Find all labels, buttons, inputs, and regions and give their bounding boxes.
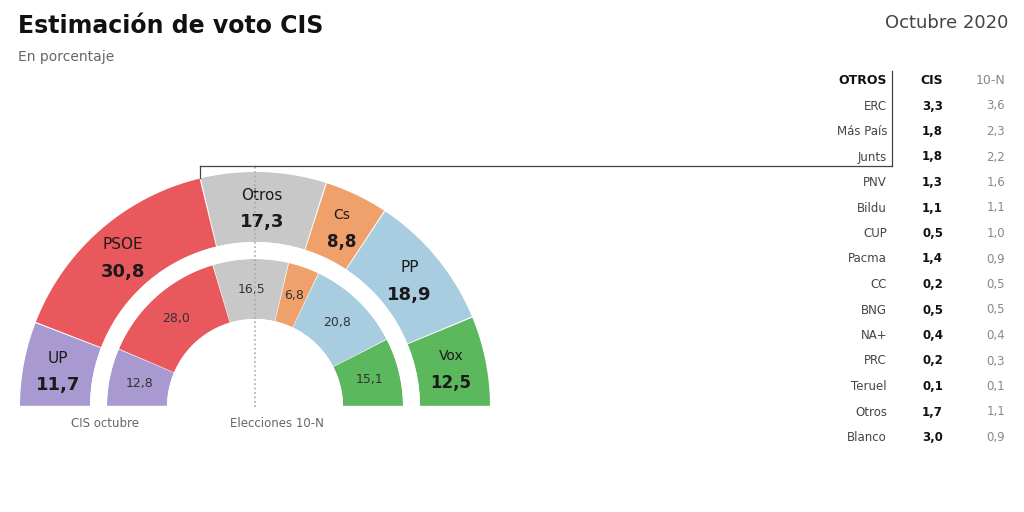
Text: 28,0: 28,0: [163, 312, 190, 326]
Text: 0,5: 0,5: [986, 304, 1005, 316]
Text: 1,8: 1,8: [922, 151, 943, 163]
Text: 0,1: 0,1: [986, 380, 1005, 393]
Polygon shape: [408, 317, 490, 407]
Text: UP: UP: [48, 351, 69, 366]
Text: 1,3: 1,3: [923, 176, 943, 189]
Text: 3,3: 3,3: [923, 99, 943, 113]
Text: 0,4: 0,4: [986, 329, 1005, 342]
Text: Estimación de voto CIS: Estimación de voto CIS: [18, 14, 324, 38]
Text: 15,1: 15,1: [355, 373, 384, 386]
Text: 30,8: 30,8: [101, 263, 145, 281]
Text: 8,8: 8,8: [327, 232, 356, 250]
Polygon shape: [275, 263, 318, 327]
Text: Más País: Más País: [837, 125, 887, 138]
Text: Pacma: Pacma: [848, 252, 887, 266]
Text: NA+: NA+: [860, 329, 887, 342]
Text: 16,5: 16,5: [238, 283, 265, 295]
Polygon shape: [201, 172, 326, 250]
Text: 6,8: 6,8: [284, 289, 304, 302]
Text: 0,9: 0,9: [986, 252, 1005, 266]
Text: 0,3: 0,3: [986, 354, 1005, 368]
Text: 0,5: 0,5: [922, 227, 943, 240]
Text: Otros: Otros: [242, 187, 283, 203]
Text: 0,5: 0,5: [922, 304, 943, 316]
Text: CUP: CUP: [863, 227, 887, 240]
Polygon shape: [90, 242, 420, 407]
Text: PRC: PRC: [864, 354, 887, 368]
Text: Junts: Junts: [858, 151, 887, 163]
Text: 17,3: 17,3: [240, 213, 285, 231]
Polygon shape: [346, 211, 472, 344]
Polygon shape: [106, 349, 174, 407]
Polygon shape: [36, 179, 216, 347]
Text: 11,7: 11,7: [36, 376, 81, 394]
Text: En porcentaje: En porcentaje: [18, 50, 115, 64]
Text: ERC: ERC: [864, 99, 887, 113]
Text: 1,8: 1,8: [922, 125, 943, 138]
Text: Bildu: Bildu: [857, 202, 887, 215]
Text: Octubre 2020: Octubre 2020: [885, 14, 1008, 32]
Text: 1,0: 1,0: [986, 227, 1005, 240]
Text: 3,0: 3,0: [923, 431, 943, 444]
Text: 0,9: 0,9: [986, 431, 1005, 444]
Text: 1,1: 1,1: [986, 406, 1005, 418]
Text: 1,4: 1,4: [922, 252, 943, 266]
Text: 18,9: 18,9: [387, 286, 431, 304]
Polygon shape: [305, 183, 384, 269]
Text: 1,1: 1,1: [986, 202, 1005, 215]
Text: 20,8: 20,8: [324, 316, 351, 329]
Text: 2,2: 2,2: [986, 151, 1005, 163]
Text: Blanco: Blanco: [847, 431, 887, 444]
Text: 1,1: 1,1: [923, 202, 943, 215]
Text: OTROS: OTROS: [839, 74, 887, 87]
Text: PSOE: PSOE: [102, 237, 143, 252]
Polygon shape: [20, 323, 101, 407]
Text: Vox: Vox: [438, 349, 464, 363]
Text: Otros: Otros: [855, 406, 887, 418]
Text: 12,8: 12,8: [126, 377, 154, 390]
Text: 2,3: 2,3: [986, 125, 1005, 138]
Text: 10-N: 10-N: [975, 74, 1005, 87]
Text: CIS: CIS: [921, 74, 943, 87]
Text: 0,2: 0,2: [923, 354, 943, 368]
Text: Teruel: Teruel: [851, 380, 887, 393]
Polygon shape: [334, 340, 403, 407]
Polygon shape: [167, 319, 343, 407]
Polygon shape: [213, 259, 289, 323]
Text: CIS octubre: CIS octubre: [71, 417, 139, 430]
Text: PNV: PNV: [863, 176, 887, 189]
Text: 0,1: 0,1: [923, 380, 943, 393]
Text: 1,6: 1,6: [986, 176, 1005, 189]
Text: 12,5: 12,5: [431, 374, 472, 392]
Polygon shape: [10, 406, 500, 457]
Text: 3,6: 3,6: [986, 99, 1005, 113]
Text: Elecciones 10-N: Elecciones 10-N: [230, 417, 324, 430]
Text: 1,7: 1,7: [923, 406, 943, 418]
Text: Cs: Cs: [333, 207, 350, 222]
Text: 0,4: 0,4: [922, 329, 943, 342]
Polygon shape: [293, 273, 386, 367]
Text: 0,2: 0,2: [923, 278, 943, 291]
Text: BNG: BNG: [861, 304, 887, 316]
Polygon shape: [119, 265, 229, 372]
Text: CC: CC: [870, 278, 887, 291]
Text: 0,5: 0,5: [986, 278, 1005, 291]
Text: PP: PP: [400, 260, 419, 275]
